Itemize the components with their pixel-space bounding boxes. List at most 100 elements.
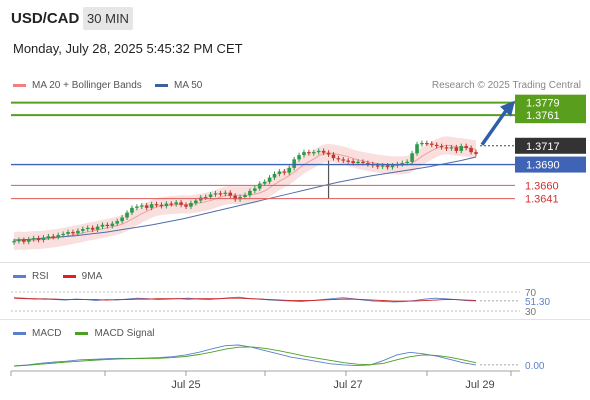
- candle-body: [115, 221, 120, 224]
- ma20-label: MA 20 + Bollinger Bands: [32, 80, 142, 91]
- research-credit: Research © 2025 Trading Central: [431, 80, 581, 91]
- candle-body: [272, 173, 277, 178]
- candle-body: [331, 154, 336, 159]
- candle-body: [213, 193, 218, 195]
- candle-body: [248, 190, 252, 196]
- candle-body: [410, 153, 414, 162]
- macd-signal-label: MACD Signal: [94, 328, 155, 339]
- candle-body: [51, 236, 56, 238]
- candle-body: [380, 165, 385, 167]
- candle-body: [297, 155, 301, 160]
- candle-body: [71, 232, 75, 234]
- candle-body: [420, 143, 424, 145]
- candle-body: [184, 204, 188, 207]
- ma50-line: [13, 156, 477, 241]
- macd-signal-swatch: [75, 332, 89, 335]
- candle-body: [425, 143, 429, 145]
- resistance-label: 1.3761: [526, 110, 560, 122]
- candle-body: [336, 158, 341, 160]
- candle-body: [282, 171, 287, 173]
- candle-body: [46, 236, 51, 238]
- candle-body: [223, 192, 228, 194]
- candle-body: [169, 203, 174, 205]
- ma50-label: MA 50: [174, 80, 203, 91]
- candle-body: [341, 159, 346, 161]
- candle-body: [429, 143, 434, 145]
- resistance-tag: [515, 107, 586, 124]
- candle-body: [174, 202, 178, 205]
- candle-body: [179, 202, 183, 205]
- candle-body: [307, 152, 311, 154]
- pivot-label: 1.3690: [526, 160, 560, 172]
- candle-body: [105, 224, 110, 227]
- rsi-ma-line: [13, 297, 477, 302]
- candle-body: [346, 160, 351, 162]
- projection-arrow: [480, 109, 508, 146]
- rsi-ma-swatch: [62, 275, 76, 278]
- candle-body: [95, 226, 100, 230]
- candle-body: [56, 235, 61, 237]
- rsi-value-label: 51.30: [525, 297, 550, 308]
- candle-body: [312, 152, 316, 154]
- candle-body: [218, 193, 223, 195]
- candle-body: [302, 152, 306, 156]
- candle-body: [110, 223, 115, 227]
- candle-body: [61, 233, 65, 236]
- candle-body: [203, 196, 208, 199]
- candle-body: [459, 146, 464, 151]
- support-label: 1.3641: [525, 194, 559, 206]
- legend-ma20: MA 20 + Bollinger Bands: [13, 80, 142, 91]
- pivot-tag: [515, 156, 586, 173]
- candle-body: [130, 207, 134, 213]
- candle-body: [139, 205, 144, 207]
- candle-body: [149, 204, 154, 208]
- ma20-swatch: [13, 84, 26, 87]
- candle-body: [361, 161, 365, 164]
- macd-label: MACD: [32, 328, 62, 339]
- resistance-tag: [515, 94, 586, 111]
- candle-body: [17, 239, 21, 242]
- candle-body: [292, 159, 296, 168]
- macd-value-label: 0.00: [525, 361, 545, 372]
- candle-body: [434, 144, 439, 147]
- candle-body: [26, 239, 31, 242]
- x-tick-label: Jul 27: [333, 379, 362, 391]
- candle-body: [390, 165, 395, 168]
- macd-signal-line: [13, 346, 477, 367]
- candle-body: [366, 163, 370, 165]
- rsi-swatch: [13, 275, 26, 278]
- candle-body: [41, 237, 46, 240]
- candle-body: [287, 167, 292, 173]
- panel-divider: [0, 262, 590, 263]
- candle-body: [326, 152, 331, 155]
- candle-body: [159, 204, 164, 207]
- candle-body: [454, 147, 459, 151]
- candle-body: [144, 205, 149, 208]
- candle-body: [415, 144, 419, 154]
- candle-body: [469, 147, 473, 153]
- panel-divider: [0, 319, 590, 320]
- candle-body: [194, 200, 198, 203]
- rsi-tick-label: 30: [525, 307, 537, 318]
- candle-body: [474, 152, 478, 154]
- candle-body: [238, 196, 242, 200]
- candle-body: [233, 195, 237, 200]
- candle-body: [31, 238, 36, 240]
- candle-body: [316, 150, 321, 153]
- candle-body: [405, 161, 409, 164]
- legend-rsi: RSI 9MA: [13, 271, 102, 282]
- timeframe-badge[interactable]: 30 MIN: [83, 7, 133, 30]
- legend-ma50: MA 50: [155, 80, 202, 91]
- candle-body: [375, 165, 380, 167]
- candle-body: [257, 183, 262, 189]
- candle-body: [12, 241, 16, 243]
- rsi-ma-label: 9MA: [81, 271, 103, 282]
- candle-body: [189, 202, 193, 207]
- x-tick-label: Jul 29: [465, 379, 494, 391]
- x-tick-label: Jul 25: [171, 379, 200, 391]
- rsi-label: RSI: [32, 271, 49, 282]
- candle-body: [321, 150, 326, 153]
- candle-body: [76, 230, 80, 234]
- candle-body: [154, 204, 159, 206]
